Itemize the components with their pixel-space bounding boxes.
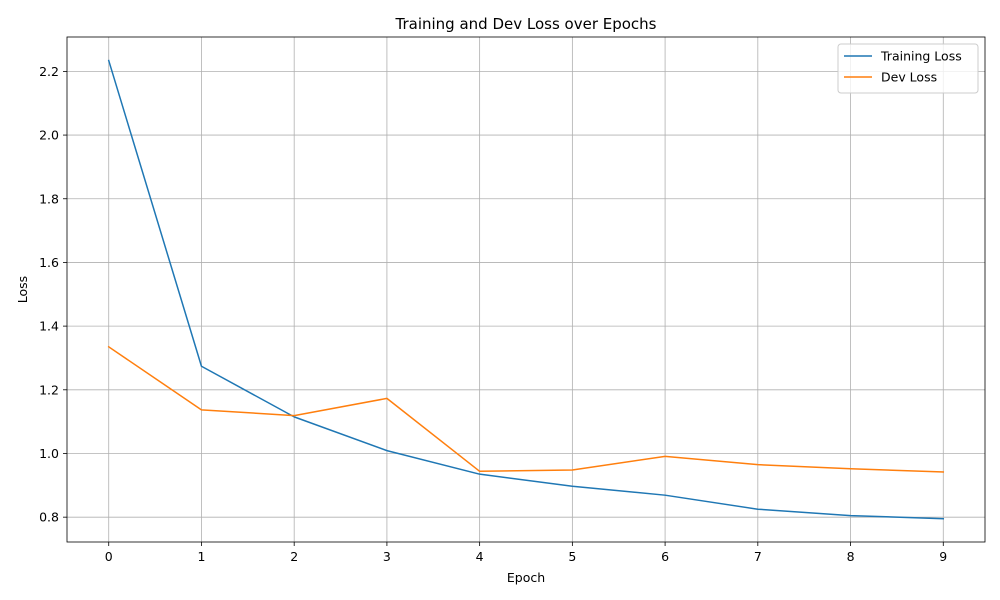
grid [67, 37, 985, 542]
legend-box [837, 43, 979, 94]
x-tick-label: 8 [847, 549, 855, 564]
training-loss-line [107, 59, 945, 520]
y-tick-label: 1.4 [39, 319, 59, 334]
ticks: 0 1 2 3 4 5 6 7 8 9 0.8 1.0 1.2 1.4 1.6 1.8 2.0 2.2 [39, 64, 947, 564]
y-tick-label: 2.2 [39, 64, 59, 79]
x-tick-label: 9 [939, 549, 947, 564]
y-axis-title: Loss [15, 276, 30, 303]
dev-loss-line [107, 345, 945, 473]
series-lines [107, 59, 945, 520]
y-tick-label: 1.2 [39, 382, 59, 397]
y-tick-label: 0.8 [39, 510, 59, 525]
x-tick-label: 6 [661, 549, 669, 564]
x-tick-label: 5 [568, 549, 576, 564]
y-tick-label: 1.6 [39, 255, 59, 270]
x-tick-label: 0 [105, 549, 113, 564]
x-tick-label: 1 [197, 549, 205, 564]
legend-label-training-loss: Training Loss [880, 49, 962, 64]
axes-frame [66, 36, 986, 543]
y-tick-label: 1.0 [39, 446, 59, 461]
x-tick-label: 2 [290, 549, 298, 564]
x-tick-label: 7 [754, 549, 762, 564]
legend: Training Loss Dev Loss [837, 43, 979, 94]
x-axis-title: Epoch [507, 570, 545, 585]
y-tick-label: 2.0 [39, 128, 59, 143]
chart-title: Training and Dev Loss over Epochs [395, 15, 657, 33]
y-tick-label: 1.8 [39, 191, 59, 206]
legend-label-dev-loss: Dev Loss [881, 70, 937, 85]
x-tick-label: 3 [383, 549, 391, 564]
x-tick-label: 4 [476, 549, 484, 564]
